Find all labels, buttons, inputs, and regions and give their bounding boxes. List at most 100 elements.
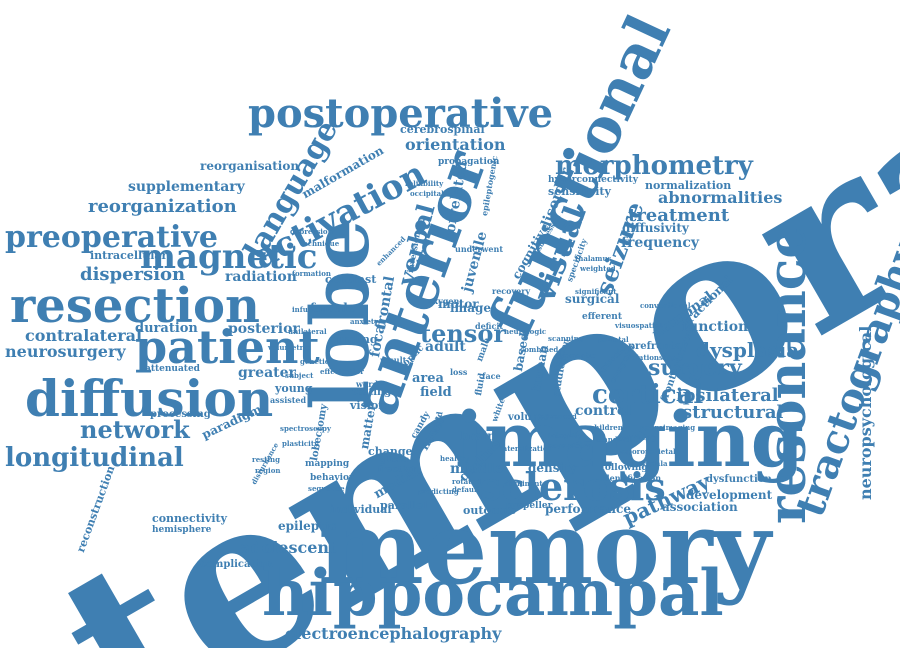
word: area (412, 371, 444, 386)
word: function (682, 319, 749, 335)
word: spectroscopy (280, 424, 331, 433)
word: individual (330, 503, 392, 516)
word: fraction (378, 465, 419, 475)
word: ipsilateral (676, 385, 779, 406)
word: density (528, 461, 577, 475)
word: resting (252, 455, 280, 464)
word: semantic (560, 351, 596, 360)
word: recovery (492, 286, 531, 296)
word: vision (350, 399, 387, 412)
word: weighted (580, 264, 616, 273)
word: identification (601, 473, 662, 483)
word: morphometry (555, 151, 753, 181)
word: change (368, 445, 413, 458)
word: underwent (455, 244, 504, 254)
word: resection (10, 278, 260, 334)
word: propeller (506, 501, 553, 511)
word: default (452, 485, 480, 494)
word: neuroimaging (640, 423, 696, 432)
word: normalization (645, 179, 732, 192)
word: hippocampal (262, 556, 724, 631)
word: electroencephalography (285, 624, 502, 643)
word: reliability (405, 179, 444, 188)
word: hyperconnectivity (548, 175, 638, 185)
word: sclerosis (480, 464, 666, 509)
word: occipital (410, 189, 444, 198)
word: performance (545, 502, 631, 516)
word: prefrontal (628, 341, 686, 352)
word: magnetic (140, 237, 318, 277)
word: combined (520, 345, 559, 354)
word: anxiety (350, 317, 379, 326)
word: predicting (418, 487, 459, 496)
word: region (255, 466, 281, 475)
word: orientation (405, 135, 506, 154)
word: significant (575, 287, 617, 296)
word: duration (135, 321, 198, 336)
word: testing (352, 387, 392, 398)
word: frequency (621, 235, 700, 251)
word: temporoparietal (612, 447, 676, 456)
word: epileptic (278, 519, 337, 533)
word: plasticity (282, 439, 319, 448)
word: greater (238, 365, 296, 381)
word: connectivity (152, 512, 228, 525)
word: dominant (505, 479, 543, 488)
word: network (80, 415, 190, 444)
word: longitudinal (5, 443, 184, 473)
word: advanced (540, 412, 577, 421)
word: neurologic (504, 327, 547, 336)
word: children (590, 423, 623, 432)
word: field (420, 385, 452, 400)
word: neurosurgery (5, 342, 126, 361)
word: genetic (300, 357, 330, 366)
word: word (356, 379, 379, 389)
word: contrast (325, 273, 377, 286)
word: deficit (475, 321, 504, 331)
word: working (620, 432, 657, 442)
word: integrity (548, 431, 582, 440)
word: gliosis (380, 454, 410, 464)
word: supplementary (128, 179, 245, 195)
word: association (662, 500, 738, 514)
word: dispersion (80, 264, 186, 285)
word: female (310, 301, 356, 315)
word: development (686, 488, 773, 502)
word: volume (508, 412, 549, 423)
word: hemisphere (152, 525, 212, 535)
word: surgery (648, 355, 742, 381)
word: neuropsychological (856, 325, 875, 500)
word: processing (150, 409, 211, 420)
word: abnormalities (658, 188, 783, 207)
word: better (340, 367, 364, 376)
word: structural (682, 402, 784, 423)
word: standard (596, 435, 631, 444)
word: patient (135, 320, 320, 374)
word: face (482, 371, 501, 381)
word: rotated (452, 477, 481, 486)
word: effect (320, 367, 343, 376)
word: dysfunction (706, 474, 772, 485)
word: efferent (582, 312, 623, 322)
word: propagation (438, 157, 500, 167)
word: asymmetry (548, 441, 591, 450)
word: imaging (455, 395, 804, 484)
word: reorganisation (200, 159, 300, 173)
word: complication (200, 559, 273, 570)
word: loss (450, 367, 468, 377)
word: outcome (463, 504, 517, 517)
word: subject (285, 371, 314, 380)
word: sequence (308, 484, 345, 493)
word: result (380, 355, 407, 365)
word: thalamus (575, 254, 612, 263)
word: posterior (228, 321, 300, 337)
word: postoperative (248, 90, 554, 137)
word: parallel (380, 499, 428, 512)
word: infusion (292, 305, 325, 314)
word: volumetric (268, 343, 311, 352)
word: diffusivity (622, 221, 689, 235)
word: treatment (628, 205, 730, 226)
word: attenuated (145, 364, 200, 374)
word: young (275, 382, 313, 395)
